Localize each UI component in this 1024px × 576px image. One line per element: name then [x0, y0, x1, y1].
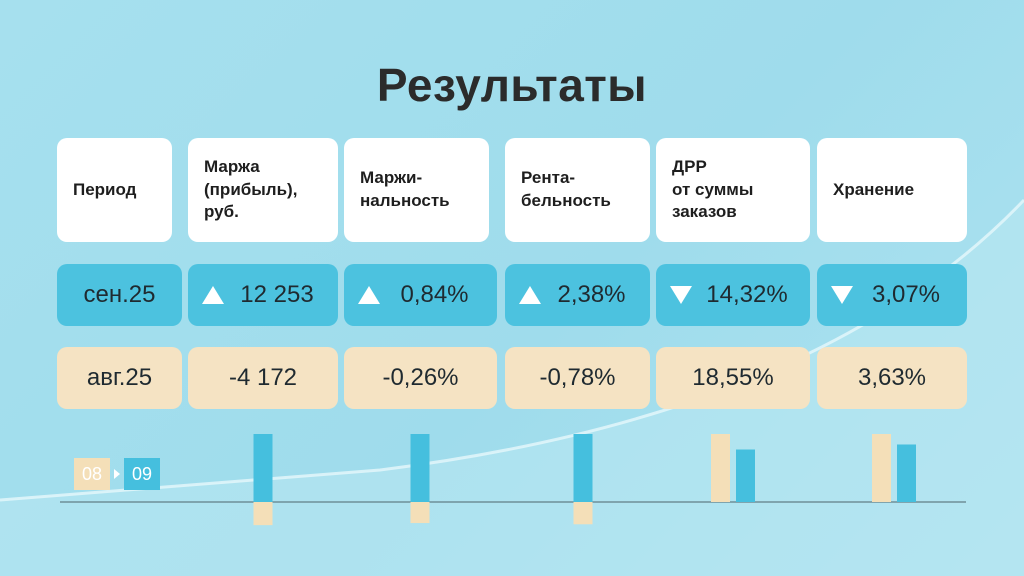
- arrow-right-icon: [114, 469, 120, 479]
- triangle-up-icon: [519, 286, 541, 304]
- header-label: Хранение: [833, 179, 915, 199]
- header-profitability: Рента- бельность: [505, 138, 650, 242]
- value-text: -0,26%: [382, 364, 459, 391]
- bar-2-08: [573, 502, 593, 525]
- header-label: Маржи- нальность: [360, 168, 450, 210]
- header-label: Период: [73, 179, 137, 199]
- value-text: 12 253: [240, 281, 314, 308]
- value-cell: -0,78%: [505, 347, 650, 409]
- value-text: 0,84%: [400, 281, 469, 308]
- triangle-up-icon: [358, 286, 380, 304]
- header-drr: ДРР от суммы заказов: [656, 138, 810, 242]
- value-text: -0,78%: [539, 364, 616, 391]
- bar-4-08: [872, 434, 891, 502]
- bar-1-08: [410, 502, 430, 524]
- bar-4-09: [897, 444, 916, 502]
- bar-3-08: [711, 434, 730, 502]
- period-label: сен.25: [83, 281, 156, 308]
- value-text: 18,55%: [692, 364, 774, 391]
- header-label: ДРР от суммы заказов: [672, 156, 754, 222]
- row-period-current: сен.25: [57, 264, 182, 326]
- value-cell: 18,55%: [656, 347, 810, 409]
- row-period-previous: авг.25: [57, 347, 182, 409]
- header-period: Период: [57, 138, 172, 242]
- triangle-down-icon: [670, 286, 692, 304]
- legend-prev: 08: [74, 458, 110, 490]
- value-text: 14,32%: [706, 281, 788, 308]
- period-label: авг.25: [86, 364, 153, 391]
- triangle-down-icon: [831, 286, 853, 304]
- value-cell: -0,26%: [344, 347, 497, 409]
- value-cell: 14,32%: [656, 264, 810, 326]
- bar-1-09: [410, 434, 430, 502]
- header-storage: Хранение: [817, 138, 967, 242]
- bar-3-09: [736, 449, 755, 502]
- bar-0-09: [253, 434, 273, 502]
- value-cell: -4 172: [188, 347, 338, 409]
- value-cell: 12 253: [188, 264, 338, 326]
- header-label: Маржа (прибыль), руб.: [204, 156, 298, 222]
- legend-curr: 09: [124, 458, 160, 490]
- value-cell: 3,07%: [817, 264, 967, 326]
- header-margin: Маржа (прибыль), руб.: [188, 138, 338, 242]
- value-cell: 0,84%: [344, 264, 497, 326]
- header-label: Рента- бельность: [521, 168, 611, 210]
- bar-0-08: [253, 502, 273, 526]
- bar-2-09: [573, 434, 593, 502]
- value-text: 3,63%: [857, 364, 927, 391]
- value-cell: 3,63%: [817, 347, 967, 409]
- page-title: Результаты: [376, 59, 648, 111]
- value-text: 2,38%: [557, 281, 626, 308]
- value-cell: 2,38%: [505, 264, 650, 326]
- header-marginality: Маржи- нальность: [344, 138, 489, 242]
- value-text: 3,07%: [871, 281, 941, 308]
- value-text: -4 172: [228, 364, 298, 391]
- triangle-up-icon: [202, 286, 224, 304]
